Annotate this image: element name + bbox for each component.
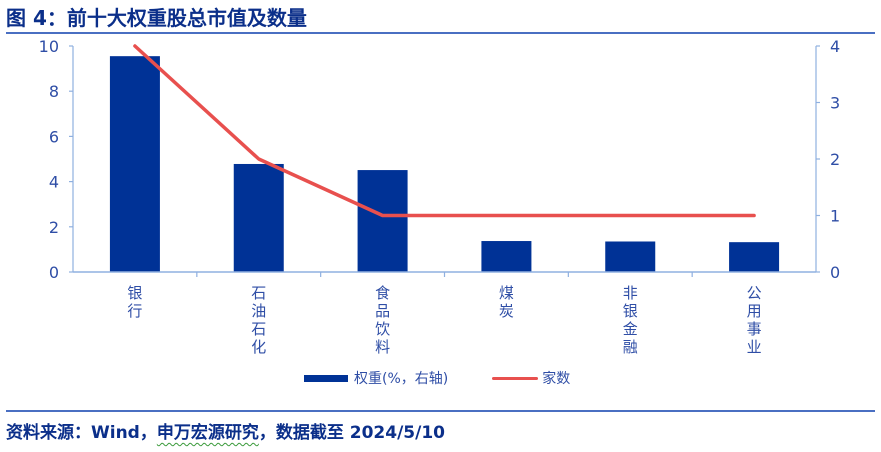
- x-tick-label: 用: [747, 302, 762, 320]
- line-series: [133, 44, 756, 218]
- x-tick-label: 石: [251, 320, 266, 338]
- x-tick-label: 饮: [375, 320, 390, 338]
- source-divider: [6, 410, 875, 412]
- legend: 权重(%，右轴) 家数: [304, 368, 570, 388]
- svg-text:2: 2: [830, 150, 840, 169]
- bar: [233, 163, 284, 272]
- bar: [729, 242, 780, 272]
- x-tick-label: 金: [623, 320, 638, 338]
- source-prefix: 资料来源：Wind，: [6, 423, 157, 443]
- source-note: 资料来源：Wind，申万宏源研究，数据截至 2024/5/10: [6, 418, 445, 443]
- svg-text:3: 3: [830, 94, 840, 113]
- right-y-axis: 0 1 2 3 4: [815, 37, 840, 282]
- x-tick-label: 公: [747, 284, 762, 302]
- x-tick-label: 食: [375, 284, 390, 302]
- svg-text:8: 8: [49, 82, 59, 101]
- x-tick-label: 炭: [499, 302, 514, 320]
- svg-text:10: 10: [39, 37, 59, 56]
- x-tick-label: 石: [251, 284, 266, 302]
- bar: [109, 56, 160, 272]
- svg-text:0: 0: [830, 263, 840, 282]
- x-tick-label: 银: [127, 284, 142, 302]
- svg-text:4: 4: [830, 37, 840, 56]
- x-tick-label: 非: [623, 284, 638, 302]
- x-tick-label: 业: [747, 338, 762, 356]
- svg-text:4: 4: [49, 173, 59, 192]
- legend-line-swatch: [492, 376, 539, 380]
- legend-bar-label: 权重(%，右轴): [354, 371, 449, 387]
- x-tick-label: 品: [375, 302, 390, 320]
- bar: [605, 241, 656, 272]
- source-suffix: ，数据截至 2024/5/10: [258, 423, 445, 443]
- x-tick-label: 煤: [499, 284, 514, 302]
- x-tick-label: 化: [251, 338, 266, 356]
- x-tick-label: 融: [623, 338, 638, 356]
- x-tick-label: 事: [747, 320, 762, 338]
- bar-series: [109, 56, 780, 272]
- svg-text:0: 0: [49, 263, 59, 282]
- x-tick-label: 油: [251, 302, 266, 320]
- x-tick-label: 行: [127, 302, 142, 320]
- svg-text:2: 2: [49, 218, 59, 237]
- left-y-axis: 0 2 4 6 8 10: [39, 37, 74, 282]
- legend-bar-swatch: [304, 374, 348, 382]
- chart-title: 图 4：前十大权重股总市值及数量: [6, 6, 307, 30]
- svg-text:6: 6: [49, 127, 59, 146]
- source-org: 申万宏源研究: [156, 423, 259, 443]
- bar: [481, 241, 532, 272]
- bar: [357, 170, 408, 272]
- legend-line-label: 家数: [542, 371, 571, 387]
- title-divider: [6, 32, 875, 34]
- x-tick-label: 料: [375, 338, 390, 356]
- svg-text:1: 1: [830, 207, 840, 226]
- x-tick-label: 银: [623, 302, 638, 320]
